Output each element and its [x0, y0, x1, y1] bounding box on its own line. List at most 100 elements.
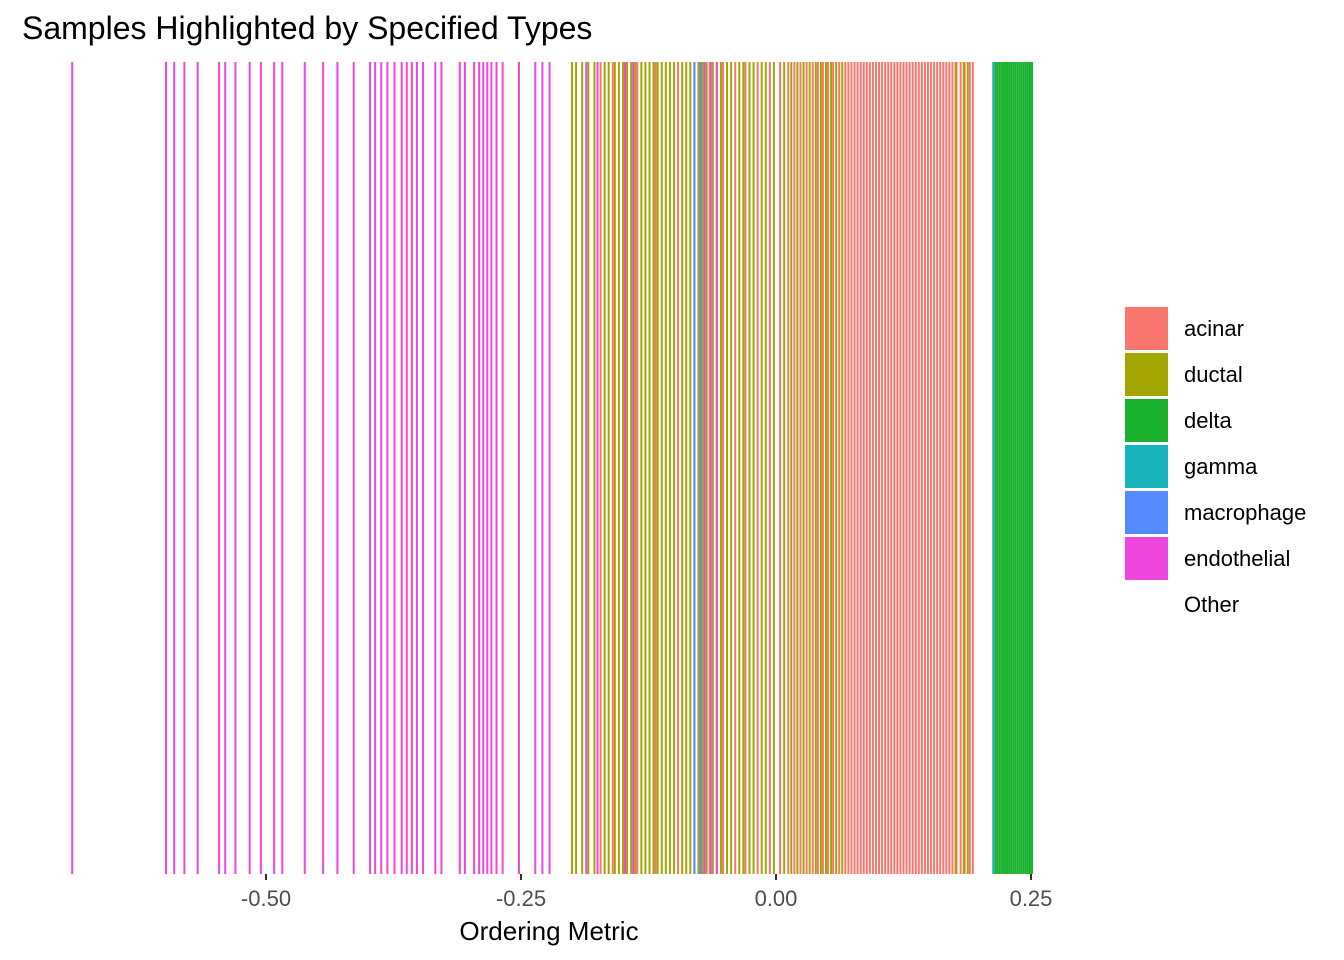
bar-line-endothelial-25 — [422, 62, 425, 874]
bar-line-acinar-1 — [611, 62, 614, 874]
bar-line-delta-17 — [1028, 62, 1031, 874]
bar-line-acinar-63 — [971, 62, 974, 874]
legend-item-ductal: ductal — [1125, 352, 1335, 398]
bar-line-endothelial-43 — [624, 62, 627, 874]
bar-line-delta-3 — [1000, 62, 1003, 874]
bar-line-acinar-62 — [968, 62, 971, 874]
bar-line-endothelial-13 — [322, 62, 325, 874]
bar-line-acinar-58 — [951, 62, 954, 874]
bar-line-ductal-26 — [701, 62, 704, 874]
x-axis: -0.50 -0.25 0.00 0.25 — [241, 874, 1052, 911]
bar-line-delta-4 — [1002, 62, 1005, 874]
bar-line-endothelial-11 — [281, 62, 284, 874]
bar-line-acinar-45 — [911, 62, 914, 874]
legend-label: delta — [1184, 408, 1232, 433]
bar-line-endothelial-20 — [393, 62, 396, 874]
bar-line-acinar-44 — [908, 62, 911, 874]
bar-line-delta-11 — [1016, 62, 1019, 874]
chart-title: Samples Highlighted by Specified Types — [22, 10, 593, 46]
bar-line-delta-16 — [1026, 62, 1029, 874]
bar-line-ductal-1 — [575, 62, 578, 874]
bar-line-ductal-45 — [814, 62, 817, 874]
bar-line-endothelial-42 — [596, 62, 599, 874]
legend: acinar ductal delta gamma macrophage endothel… — [1125, 306, 1335, 628]
bar-line-acinar-48 — [920, 62, 923, 874]
bar-line-acinar-43 — [905, 62, 908, 874]
bar-line-endothelial-2 — [173, 62, 176, 874]
bar-line-ductal-27 — [705, 62, 708, 874]
x-tick-label: -0.25 — [496, 886, 546, 911]
x-tick-label: 0.00 — [755, 886, 798, 911]
bar-line-acinar-32 — [871, 62, 874, 874]
bar-line-ductal-10 — [626, 62, 629, 874]
bar-line-acinar-17 — [811, 62, 814, 874]
bar-line-endothelial-21 — [400, 62, 403, 874]
bar-line-acinar-38 — [890, 62, 893, 874]
bar-line-acinar-29 — [862, 62, 865, 874]
bar-line-endothelial-30 — [473, 62, 476, 874]
legend-item-macrophage: macrophage — [1125, 490, 1335, 536]
bar-line-acinar-8 — [734, 62, 737, 874]
legend-label: macrophage — [1184, 500, 1307, 525]
bar-line-acinar-34 — [878, 62, 881, 874]
bar-line-acinar-61 — [963, 62, 966, 874]
bar-line-ductal-37 — [760, 62, 763, 874]
bar-line-delta-7 — [1008, 62, 1011, 874]
legend-key — [1125, 399, 1168, 442]
bar-line-ductal-0 — [571, 62, 573, 874]
bar-line-endothelial-12 — [303, 62, 306, 874]
bar-line-ductal-53 — [966, 62, 969, 874]
bar-line-ductal-30 — [719, 62, 722, 874]
bar-line-acinar-42 — [902, 62, 905, 874]
bar-line-endothelial-19 — [386, 62, 389, 874]
bar-line-delta-14 — [1022, 62, 1025, 874]
bar-line-endothelial-4 — [196, 62, 199, 874]
bar-line-ductal-41 — [790, 62, 793, 874]
legend-label: ductal — [1184, 362, 1243, 387]
bar-line-endothelial-24 — [415, 62, 418, 874]
bar-line-ductal-7 — [613, 62, 616, 874]
bar-line-endothelial-28 — [458, 62, 461, 874]
bar-line-acinar-12 — [779, 62, 782, 874]
bar-line-acinar-40 — [896, 62, 899, 874]
bar-line-acinar-31 — [868, 62, 871, 874]
bar-line-acinar-9 — [744, 62, 747, 874]
bar-line-acinar-35 — [881, 62, 884, 874]
bar-line-endothelial-15 — [352, 62, 355, 874]
bar-line-endothelial-38 — [534, 62, 537, 874]
bar-line-acinar-22 — [838, 62, 841, 874]
bar-line-acinar-37 — [887, 62, 890, 874]
legend-key — [1125, 353, 1168, 396]
bar-line-ductal-47 — [824, 62, 827, 874]
bar-line-acinar-16 — [805, 62, 808, 874]
bar-line-acinar-49 — [923, 62, 926, 874]
bar-line-ductal-25 — [697, 62, 700, 874]
bar-line-ductal-51 — [954, 62, 957, 874]
legend-item-gamma: gamma — [1125, 444, 1335, 490]
bar-line-endothelial-41 — [585, 62, 588, 874]
bar-line-endothelial-17 — [374, 62, 377, 874]
bar-line-ductal-3 — [587, 62, 590, 874]
bar-line-endothelial-40 — [548, 62, 551, 874]
bar-line-acinar-14 — [793, 62, 796, 874]
bar-line-ductal-33 — [738, 62, 741, 874]
bar-line-acinar-25 — [850, 62, 853, 874]
bar-line-delta-1 — [996, 62, 999, 874]
bar-line-endothelial-39 — [541, 62, 544, 874]
bar-line-macrophage-0 — [693, 62, 696, 874]
bar-line-acinar-24 — [847, 62, 850, 874]
bar-line-acinar-28 — [859, 62, 862, 874]
bar-line-endothelial-34 — [490, 62, 493, 874]
bar-line-ductal-17 — [656, 62, 659, 874]
bar-line-ductal-22 — [681, 62, 684, 874]
bar-line-endothelial-32 — [482, 62, 485, 874]
bar-line-acinar-19 — [821, 62, 824, 874]
bar-line-acinar-7 — [721, 62, 724, 874]
bar-line-ductal-48 — [830, 62, 833, 874]
bar-line-acinar-56 — [945, 62, 948, 874]
bar-line-ductal-49 — [835, 62, 838, 874]
bar-line-ductal-40 — [783, 62, 786, 874]
bar-line-acinar-18 — [816, 62, 819, 874]
bar-line-acinar-3 — [654, 62, 657, 874]
